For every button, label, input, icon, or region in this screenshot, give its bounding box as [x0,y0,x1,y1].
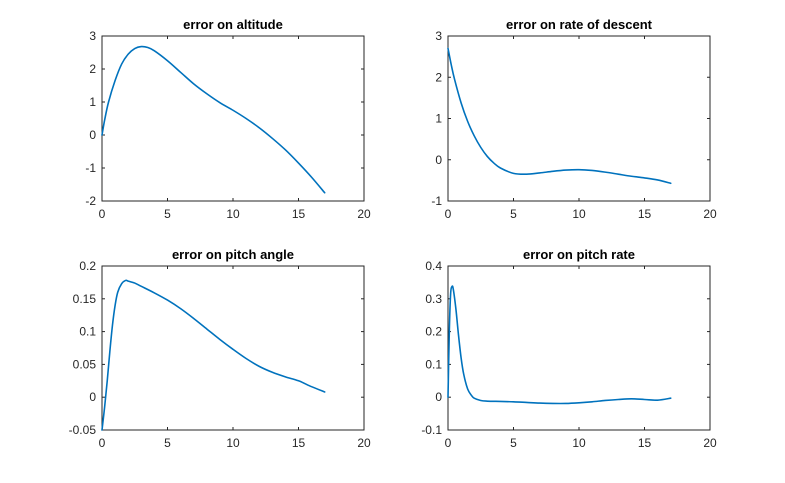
x-tick-label: 0 [445,436,452,450]
x-tick-label: 5 [510,207,517,221]
plot-altitude: error on altitude 0 5 10 15 20 -2 -1 0 1 2 3 [85,17,371,221]
y-tick-label: 0 [89,128,96,142]
x-tick-label: 20 [703,207,717,221]
x-tick-label: 10 [226,207,240,221]
x-tick-label: 10 [572,436,586,450]
y-tick-label: 1 [89,95,96,109]
y-tick-label: 0.1 [79,325,96,339]
y-tick-label: 3 [435,29,442,43]
x-tick-label: 15 [638,436,652,450]
x-tick-label: 5 [164,436,171,450]
series-line [447,47,672,185]
y-tick-label: -0.05 [69,423,97,437]
y-tick-label: 0 [435,153,442,167]
x-tick-label: 20 [357,436,371,450]
x-tick-label: 20 [357,207,371,221]
x-tick-label: 5 [510,436,517,450]
axes-frame [447,265,711,431]
plot-pitch-rate: error on pitch rate 0 5 10 15 20-0.100.10.20… [421,247,717,450]
y-tick-label: -1 [431,194,442,208]
plot-title-pitch-angle: error on pitch angle [172,247,294,262]
axes-frame [101,265,365,431]
y-tick-label: 0.1 [425,357,442,371]
x-tick-label: 5 [164,207,171,221]
x-tick-label: 15 [292,436,306,450]
y-tick-label: 2 [435,70,442,84]
x-tick-label: 0 [99,207,106,221]
y-tick-label: 0.2 [425,325,442,339]
plot-title-rate-of-descent: error on rate of descent [506,17,653,32]
y-tick-label: 0 [435,390,442,404]
axes-frame [101,35,365,202]
y-tick-label: 0.3 [425,292,442,306]
y-tick-label: -0.1 [421,423,442,437]
y-tick-label: 0.05 [73,357,97,371]
y-tick-label: 0.4 [425,259,442,273]
x-tick-label: 0 [99,436,106,450]
y-tick-label: 0.15 [73,292,97,306]
axes-frame [447,35,711,202]
x-tick-label: 10 [572,207,586,221]
x-tick-label: 20 [703,436,717,450]
y-tick-label: 0 [89,390,96,404]
y-tick-label: -1 [85,161,96,175]
x-tick-label: 0 [445,207,452,221]
plot-pitch-angle: error on pitch angle 0 5 10 15 20-0.0500.050… [69,247,371,450]
x-tick-label: 15 [292,207,306,221]
plot-title-pitch-rate: error on pitch rate [523,247,635,262]
y-tick-label: 2 [89,62,96,76]
y-tick-label: 1 [435,112,442,126]
y-tick-label: 3 [89,29,96,43]
series-line [101,279,326,431]
y-tick-label: 0.2 [79,259,96,273]
plot-title-altitude: error on altitude [183,17,283,32]
series-line [447,285,672,405]
x-tick-label: 15 [638,207,652,221]
series-line [101,45,326,194]
y-tick-label: -2 [85,194,96,208]
x-tick-label: 10 [226,436,240,450]
